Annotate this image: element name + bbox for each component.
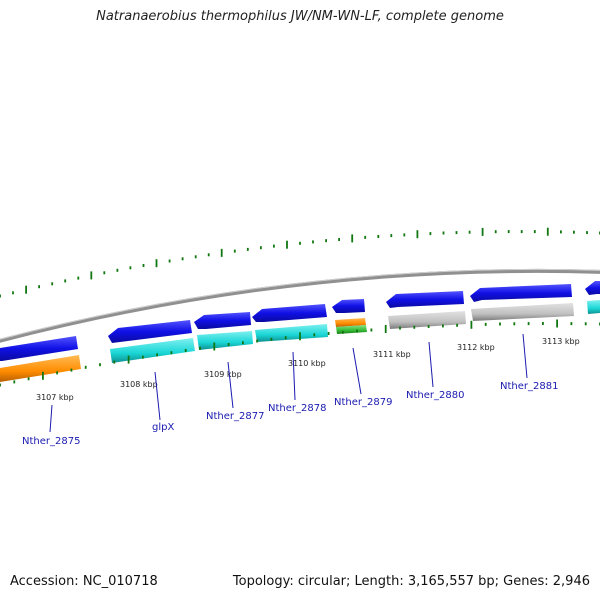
gene-feature-grey[interactable] xyxy=(471,303,574,321)
scale-label: 3112 kbp xyxy=(457,343,495,352)
scale-label: 3108 kbp xyxy=(120,380,158,389)
scale-labels: 3107 kbp 3108 kbp 3109 kbp 3110 kbp 3111… xyxy=(36,337,580,402)
cds-feature[interactable] xyxy=(194,312,251,329)
gene-label[interactable]: glpX xyxy=(152,422,174,433)
cds-feature[interactable] xyxy=(252,304,327,322)
gene-feature-cyan[interactable] xyxy=(255,324,328,342)
gene-feature-cyan[interactable] xyxy=(197,331,253,350)
map-title: Natranaerobius thermophilus JW/NM-WN-LF,… xyxy=(96,9,504,24)
scale-label: 3109 kbp xyxy=(204,370,242,379)
gene-label[interactable]: Nther_2881 xyxy=(500,381,558,392)
gene-feature-cyan[interactable] xyxy=(587,300,600,314)
cds-feature[interactable] xyxy=(386,291,464,308)
cds-feature[interactable] xyxy=(108,320,192,343)
gene-track xyxy=(0,281,600,382)
cds-feature[interactable] xyxy=(585,281,600,295)
accession-text: Accession: NC_010718 xyxy=(10,574,158,589)
gene-label[interactable]: Nther_2878 xyxy=(268,403,326,414)
scale-label: 3113 kbp xyxy=(542,337,580,346)
gene-feature-grey[interactable] xyxy=(388,311,466,329)
gene-feature-cyan[interactable] xyxy=(110,338,195,363)
genome-backbone-highlight xyxy=(0,268,600,340)
cds-feature[interactable] xyxy=(332,299,365,313)
gene-feature-orange[interactable] xyxy=(335,318,366,327)
gene-label[interactable]: Nther_2877 xyxy=(206,411,264,422)
scale-label: 3110 kbp xyxy=(288,359,326,368)
gene-feature-orange[interactable] xyxy=(0,355,81,382)
gene-label[interactable]: Nther_2879 xyxy=(334,397,392,408)
gene-labels: Nther_2875 glpX Nther_2877 Nther_2878 Nt… xyxy=(22,381,558,447)
label-leaders xyxy=(49,333,528,433)
genome-backbone xyxy=(0,268,600,343)
scale-ticks xyxy=(0,319,600,387)
gc-content-ticks xyxy=(0,227,600,298)
scale-label: 3111 kbp xyxy=(373,350,411,359)
genome-stats-text: Topology: circular; Length: 3,165,557 bp… xyxy=(232,574,590,589)
cds-feature[interactable] xyxy=(470,284,572,302)
cds-feature[interactable] xyxy=(0,336,78,361)
scale-label: 3107 kbp xyxy=(36,393,74,402)
gene-label[interactable]: Nther_2875 xyxy=(22,436,80,447)
gene-label[interactable]: Nther_2880 xyxy=(406,390,464,401)
